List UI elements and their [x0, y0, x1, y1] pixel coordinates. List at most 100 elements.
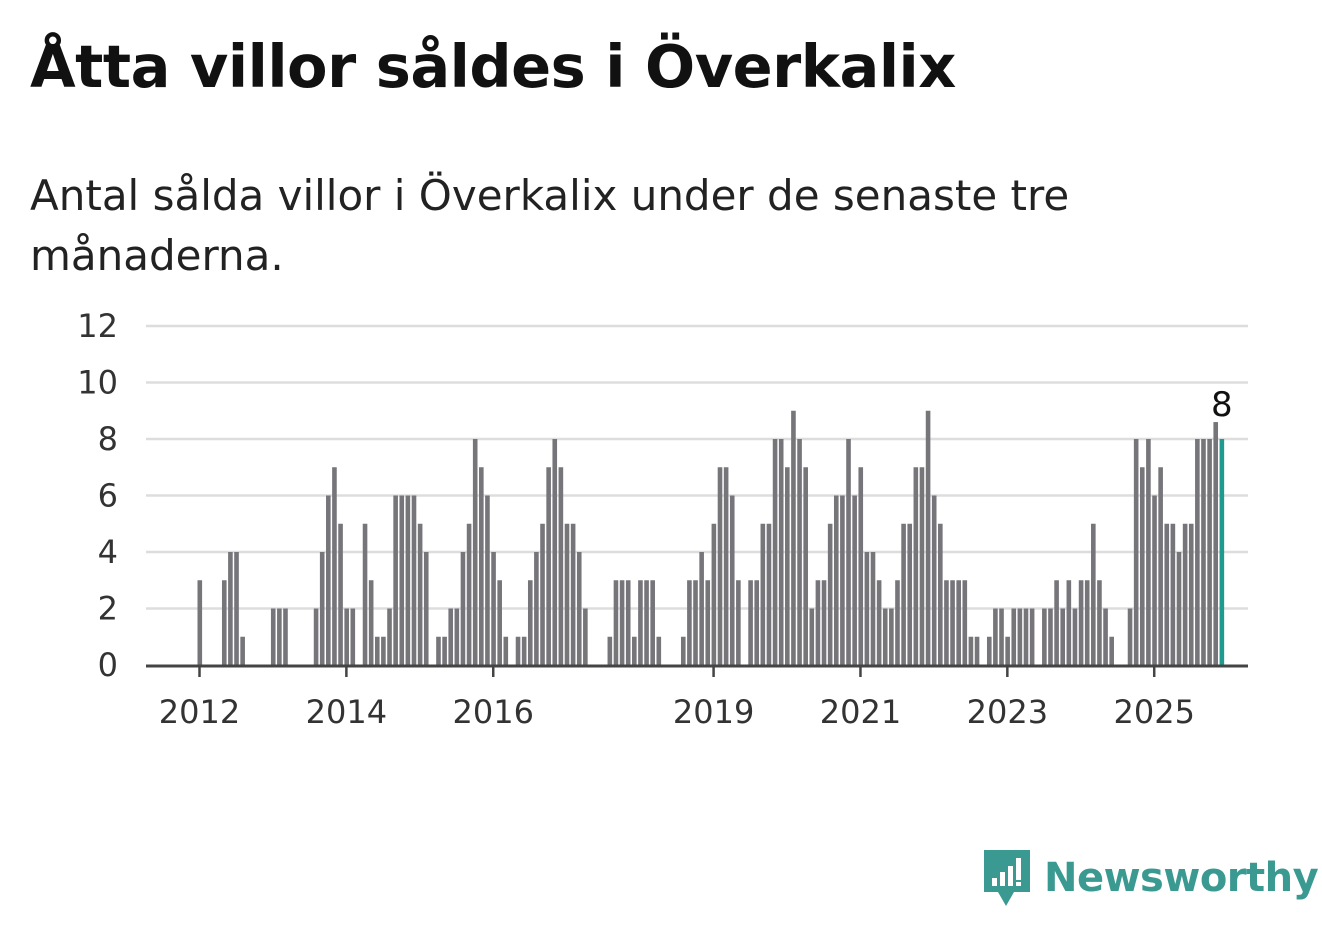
bar — [778, 439, 784, 665]
bar — [576, 552, 582, 665]
bar — [1078, 580, 1084, 665]
bar — [583, 608, 588, 665]
bar — [1005, 636, 1010, 665]
x-tick-label: 2023 — [967, 693, 1048, 731]
bar-highlight — [1219, 439, 1225, 665]
bar — [650, 580, 655, 665]
bar — [479, 467, 484, 665]
bar — [442, 636, 447, 665]
bar — [270, 608, 276, 665]
bar — [485, 495, 490, 665]
bar — [852, 495, 857, 665]
y-tick-label: 8 — [98, 420, 118, 458]
bar — [374, 636, 380, 665]
bar — [1042, 608, 1047, 665]
bar — [564, 523, 570, 665]
bar — [895, 580, 900, 665]
bar — [625, 580, 631, 665]
bar — [729, 495, 735, 665]
y-tick-label: 10 — [77, 364, 118, 402]
bar — [821, 580, 827, 665]
bar — [368, 580, 374, 665]
chart-title: Åtta villor såldes i Överkalix — [30, 32, 956, 101]
bar — [527, 580, 533, 665]
bar — [399, 495, 405, 665]
bar — [234, 552, 239, 665]
bar — [785, 467, 790, 665]
bar — [497, 580, 502, 665]
bar — [338, 523, 343, 665]
bar — [858, 467, 864, 665]
bar — [760, 523, 766, 665]
bar — [840, 495, 845, 665]
bar — [1011, 608, 1017, 665]
bar — [570, 523, 576, 665]
y-tick-label: 4 — [98, 533, 118, 571]
bar — [974, 636, 980, 665]
bar-chart: 0 2 4 6 8 10 12 2012 2014 2016 2019 2021 2023 2025 8 — [77, 307, 1248, 731]
bar — [907, 523, 913, 665]
bar — [466, 523, 472, 665]
bar — [736, 580, 741, 665]
bar — [803, 467, 808, 665]
bar — [1060, 608, 1066, 665]
bar — [815, 580, 821, 665]
x-tick-label: 2012 — [159, 693, 240, 731]
bar — [362, 523, 368, 665]
bar — [1097, 580, 1102, 665]
bar — [460, 552, 466, 665]
bar — [1158, 467, 1163, 665]
bar — [632, 636, 637, 665]
x-tick-label: 2014 — [306, 693, 387, 731]
newsworthy-logo-icon — [984, 850, 1030, 906]
bar — [846, 439, 851, 665]
bar — [791, 410, 796, 665]
bar — [919, 467, 925, 665]
bar — [1054, 580, 1059, 665]
bar — [999, 608, 1004, 665]
bar — [993, 608, 998, 665]
bar — [491, 552, 496, 665]
bar — [515, 636, 521, 665]
bar — [1201, 439, 1206, 665]
bar — [387, 608, 392, 665]
bar — [938, 523, 943, 665]
bar — [436, 636, 441, 665]
bar — [748, 580, 753, 665]
bar — [699, 552, 704, 665]
bar — [283, 608, 288, 665]
x-axis-ticks: 2012 2014 2016 2019 2021 2023 2025 — [159, 667, 1195, 731]
bar — [1139, 467, 1145, 665]
bar — [350, 608, 356, 665]
bar — [240, 636, 245, 665]
bar — [1176, 552, 1182, 665]
bar — [1170, 523, 1176, 665]
bar — [889, 608, 894, 665]
bar — [558, 467, 564, 665]
bar — [221, 580, 227, 665]
y-axis-ticks: 0 2 4 6 8 10 12 — [77, 307, 118, 684]
y-tick-label: 0 — [98, 646, 118, 684]
bar — [1091, 523, 1096, 665]
bar — [1023, 608, 1029, 665]
data-labels: 8 — [1211, 385, 1233, 425]
brand: Newsworthy — [982, 848, 1319, 908]
bar — [619, 580, 625, 665]
bar — [950, 580, 955, 665]
bar — [313, 608, 319, 665]
bar — [827, 523, 833, 665]
bar — [546, 467, 551, 665]
bar — [986, 636, 992, 665]
bar — [1084, 580, 1090, 665]
bar — [503, 636, 509, 665]
x-tick-label: 2016 — [453, 693, 534, 731]
bar — [332, 467, 337, 665]
bar — [1133, 439, 1139, 665]
bar — [534, 552, 539, 665]
bar — [552, 439, 558, 665]
y-tick-label: 12 — [77, 307, 118, 345]
bar — [876, 580, 882, 665]
brand-name: Newsworthy — [1044, 855, 1319, 901]
bar — [1164, 523, 1170, 665]
bar — [809, 608, 815, 665]
